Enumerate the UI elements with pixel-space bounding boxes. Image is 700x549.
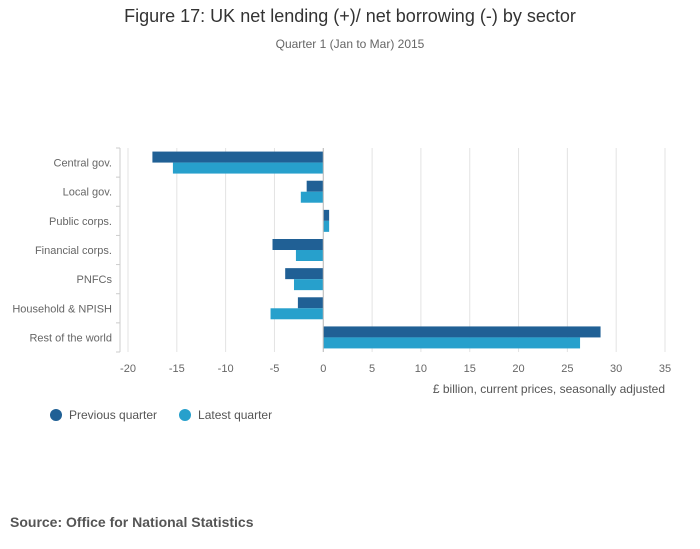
- legend-item-latest[interactable]: Latest quarter: [179, 408, 272, 422]
- bar-latest-0: [172, 162, 324, 174]
- x-tick-label: 15: [464, 363, 476, 375]
- bar-latest-3: [295, 250, 324, 261]
- category-label: Public corps.: [49, 216, 112, 228]
- bar-previous-2: [323, 209, 330, 221]
- bar-latest-1: [300, 191, 324, 203]
- bar-latest-6: [323, 337, 581, 349]
- bar-previous-3: [272, 239, 324, 250]
- legend-item-previous[interactable]: Previous quarter: [50, 408, 157, 422]
- category-label: Household & NPISH: [12, 303, 112, 315]
- legend-swatch-latest: [179, 409, 192, 421]
- x-tick-label: -15: [169, 363, 185, 375]
- bar-previous-1: [306, 180, 324, 192]
- x-tick-label: 5: [369, 363, 375, 375]
- x-tick-label: -10: [218, 363, 234, 375]
- category-label: Central gov.: [54, 158, 113, 170]
- x-tick-label: 25: [561, 363, 573, 375]
- x-tick-label: 35: [659, 363, 671, 375]
- x-tick-label: -20: [120, 363, 136, 375]
- legend-swatch-previous: [50, 409, 62, 421]
- chart-title: Figure 17: UK net lending (+)/ net borro…: [124, 6, 576, 26]
- x-tick-label: 20: [512, 363, 524, 375]
- bar-latest-2: [323, 220, 330, 232]
- x-axis-title: £ billion, current prices, seasonally ad…: [433, 382, 665, 396]
- legend-label-latest: Latest quarter: [198, 408, 273, 422]
- bar-previous-0: [152, 151, 324, 163]
- chart-subtitle: Quarter 1 (Jan to Mar) 2015: [275, 37, 425, 51]
- legend: Previous quarter Latest quarter: [50, 408, 272, 422]
- legend-label-previous: Previous quarter: [69, 408, 158, 422]
- x-tick-label: 10: [415, 363, 427, 375]
- bar-previous-5: [297, 297, 324, 309]
- x-tick-label: -5: [270, 363, 280, 375]
- source-note: Source: Office for National Statistics: [10, 514, 254, 530]
- bar-previous-6: [323, 326, 601, 338]
- category-label: PNFCs: [77, 274, 113, 286]
- category-label: Financial corps.: [35, 245, 112, 257]
- bar-latest-4: [293, 279, 324, 291]
- bar-previous-4: [285, 268, 324, 280]
- x-tick-label: 30: [610, 363, 622, 375]
- bar-latest-5: [270, 308, 324, 320]
- category-label: Rest of the world: [29, 332, 112, 344]
- x-tick-label: 0: [320, 363, 326, 375]
- category-label: Local gov.: [63, 187, 112, 199]
